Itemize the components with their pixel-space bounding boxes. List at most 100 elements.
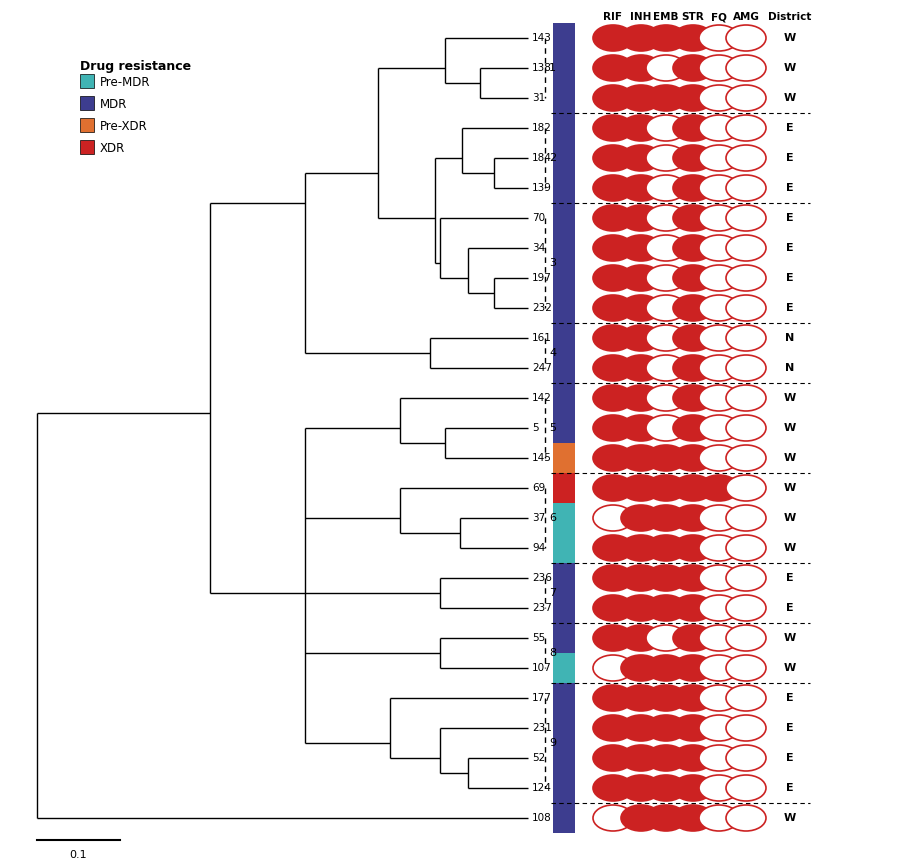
- Ellipse shape: [726, 235, 766, 261]
- Ellipse shape: [726, 25, 766, 51]
- Text: 70: 70: [532, 213, 545, 223]
- Text: 2: 2: [549, 153, 556, 163]
- Text: E: E: [787, 213, 794, 223]
- Ellipse shape: [673, 715, 713, 741]
- Text: 237: 237: [532, 603, 552, 613]
- Text: 8: 8: [549, 648, 556, 658]
- Ellipse shape: [699, 595, 739, 621]
- Ellipse shape: [726, 805, 766, 831]
- Ellipse shape: [673, 445, 713, 471]
- Bar: [553, 233, 575, 263]
- Ellipse shape: [726, 595, 766, 621]
- Bar: [553, 203, 575, 233]
- Ellipse shape: [621, 385, 661, 411]
- Text: 4: 4: [549, 348, 556, 358]
- Text: Pre-XDR: Pre-XDR: [100, 120, 148, 133]
- Ellipse shape: [646, 805, 686, 831]
- Ellipse shape: [621, 145, 661, 171]
- Ellipse shape: [593, 145, 633, 171]
- Ellipse shape: [726, 205, 766, 231]
- Text: E: E: [787, 723, 794, 733]
- Bar: [553, 143, 575, 173]
- Text: 0.1: 0.1: [69, 850, 87, 860]
- Bar: [553, 623, 575, 653]
- Ellipse shape: [699, 55, 739, 81]
- Ellipse shape: [646, 175, 686, 201]
- Ellipse shape: [726, 475, 766, 501]
- Ellipse shape: [646, 745, 686, 771]
- Ellipse shape: [646, 205, 686, 231]
- Bar: [553, 743, 575, 773]
- Text: EMB: EMB: [653, 12, 679, 22]
- Ellipse shape: [726, 715, 766, 741]
- Ellipse shape: [621, 85, 661, 111]
- Ellipse shape: [673, 475, 713, 501]
- Bar: [553, 593, 575, 623]
- Ellipse shape: [593, 385, 633, 411]
- Ellipse shape: [621, 115, 661, 141]
- Text: E: E: [787, 183, 794, 193]
- Text: MDR: MDR: [100, 97, 128, 110]
- Ellipse shape: [621, 805, 661, 831]
- Bar: [553, 383, 575, 413]
- Ellipse shape: [646, 655, 686, 681]
- Ellipse shape: [646, 355, 686, 381]
- Text: 94: 94: [532, 543, 545, 553]
- Ellipse shape: [646, 415, 686, 441]
- Ellipse shape: [699, 535, 739, 561]
- Text: E: E: [787, 123, 794, 133]
- Ellipse shape: [646, 625, 686, 651]
- Ellipse shape: [646, 235, 686, 261]
- Ellipse shape: [673, 385, 713, 411]
- Bar: [553, 803, 575, 833]
- Ellipse shape: [593, 85, 633, 111]
- Text: 37: 37: [532, 513, 545, 523]
- Text: Pre-MDR: Pre-MDR: [100, 75, 150, 88]
- Ellipse shape: [621, 445, 661, 471]
- Bar: [553, 353, 575, 383]
- Text: 3: 3: [549, 258, 556, 268]
- Ellipse shape: [726, 115, 766, 141]
- Text: 108: 108: [532, 813, 552, 823]
- Ellipse shape: [699, 175, 739, 201]
- Text: E: E: [787, 753, 794, 763]
- Bar: [553, 173, 575, 203]
- Ellipse shape: [726, 55, 766, 81]
- Ellipse shape: [646, 775, 686, 801]
- Ellipse shape: [646, 55, 686, 81]
- Ellipse shape: [593, 475, 633, 501]
- Text: 7: 7: [549, 588, 556, 598]
- Bar: [553, 413, 575, 443]
- Text: 232: 232: [532, 303, 552, 313]
- Text: 247: 247: [532, 363, 552, 373]
- Ellipse shape: [621, 325, 661, 351]
- Text: E: E: [787, 153, 794, 163]
- Text: INH: INH: [630, 12, 652, 22]
- Ellipse shape: [673, 565, 713, 591]
- Text: 52: 52: [532, 753, 545, 763]
- Bar: [553, 653, 575, 683]
- Ellipse shape: [593, 505, 633, 531]
- Ellipse shape: [593, 115, 633, 141]
- Text: 143: 143: [532, 33, 552, 43]
- Bar: [80, 140, 94, 154]
- Text: W: W: [784, 453, 796, 463]
- Bar: [553, 263, 575, 293]
- Text: W: W: [784, 633, 796, 643]
- Ellipse shape: [699, 295, 739, 321]
- Ellipse shape: [593, 625, 633, 651]
- Ellipse shape: [726, 385, 766, 411]
- Ellipse shape: [673, 115, 713, 141]
- Ellipse shape: [726, 505, 766, 531]
- Ellipse shape: [593, 805, 633, 831]
- Ellipse shape: [699, 415, 739, 441]
- Text: RIF: RIF: [604, 12, 623, 22]
- Text: 124: 124: [532, 783, 552, 793]
- Text: W: W: [784, 813, 796, 823]
- Bar: [553, 683, 575, 713]
- Ellipse shape: [726, 535, 766, 561]
- Ellipse shape: [673, 775, 713, 801]
- Text: E: E: [787, 693, 794, 703]
- Ellipse shape: [699, 325, 739, 351]
- Text: FQ: FQ: [711, 12, 727, 22]
